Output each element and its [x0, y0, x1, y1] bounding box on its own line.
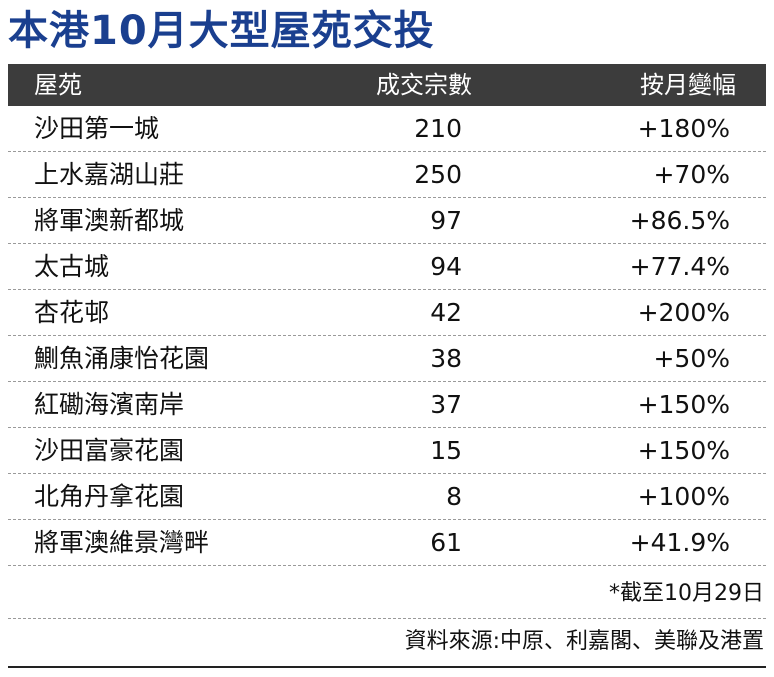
monthly-change: +70% — [653, 160, 730, 189]
table-row: 北角丹拿花園 8 +100% — [8, 474, 766, 520]
estate-name: 紅磡海濱南岸 — [34, 390, 185, 419]
table-row: 紅磡海濱南岸 37 +150% — [8, 382, 766, 428]
table-row: 將軍澳新都城 97 +86.5% — [8, 198, 766, 244]
estate-name: 杏花邨 — [34, 298, 110, 327]
transaction-count: 94 — [430, 252, 462, 281]
column-header-estate: 屋苑 — [34, 71, 82, 99]
table-row: 沙田第一城 210 +180% — [8, 106, 766, 152]
monthly-change: +150% — [637, 436, 730, 465]
transaction-count: 97 — [430, 206, 462, 235]
column-header-monthly-change: 按月變幅 — [640, 71, 736, 99]
transaction-count: 250 — [414, 160, 462, 189]
column-header-transactions: 成交宗數 — [376, 71, 472, 99]
table-row: 太古城 94 +77.4% — [8, 244, 766, 290]
transaction-count: 42 — [430, 298, 462, 327]
table-row: 將軍澳維景灣畔 61 +41.9% — [8, 520, 766, 566]
estate-name: 將軍澳維景灣畔 — [34, 528, 210, 557]
estate-name: 上水嘉湖山莊 — [34, 160, 185, 189]
table-row: 鰂魚涌康怡花園 38 +50% — [8, 336, 766, 382]
estate-name: 沙田第一城 — [34, 114, 160, 143]
monthly-change: +180% — [637, 114, 730, 143]
transaction-count: 8 — [446, 482, 462, 511]
estate-name: 北角丹拿花園 — [34, 482, 185, 511]
divider — [8, 618, 766, 619]
transaction-count: 210 — [414, 114, 462, 143]
transaction-count: 37 — [430, 390, 462, 419]
transaction-count: 15 — [430, 436, 462, 465]
table-row: 上水嘉湖山莊 250 +70% — [8, 152, 766, 198]
estate-name: 鰂魚涌康怡花園 — [34, 344, 210, 373]
monthly-change: +41.9% — [629, 528, 730, 557]
table-row: 杏花邨 42 +200% — [8, 290, 766, 336]
monthly-change: +150% — [637, 390, 730, 419]
table-body: 沙田第一城 210 +180% 上水嘉湖山莊 250 +70% 將軍澳新都城 9… — [8, 106, 766, 566]
table-row: 沙田富豪花園 15 +150% — [8, 428, 766, 474]
source-credit: 資料來源:中原、利嘉閣、美聯及港置 — [404, 629, 764, 654]
page-title: 本港10月大型屋苑交投 — [8, 8, 435, 54]
monthly-change: +200% — [637, 298, 730, 327]
transaction-count: 38 — [430, 344, 462, 373]
bottom-rule — [8, 666, 766, 668]
monthly-change: +86.5% — [629, 206, 730, 235]
estate-name: 沙田富豪花園 — [34, 436, 185, 465]
estate-name: 將軍澳新都城 — [34, 206, 185, 235]
footnote: *截至10月29日 — [609, 581, 764, 606]
monthly-change: +100% — [637, 482, 730, 511]
table-header: 屋苑 成交宗數 按月變幅 — [8, 64, 766, 106]
monthly-change: +77.4% — [629, 252, 730, 281]
monthly-change: +50% — [653, 344, 730, 373]
transaction-count: 61 — [430, 528, 462, 557]
estate-name: 太古城 — [34, 252, 110, 281]
